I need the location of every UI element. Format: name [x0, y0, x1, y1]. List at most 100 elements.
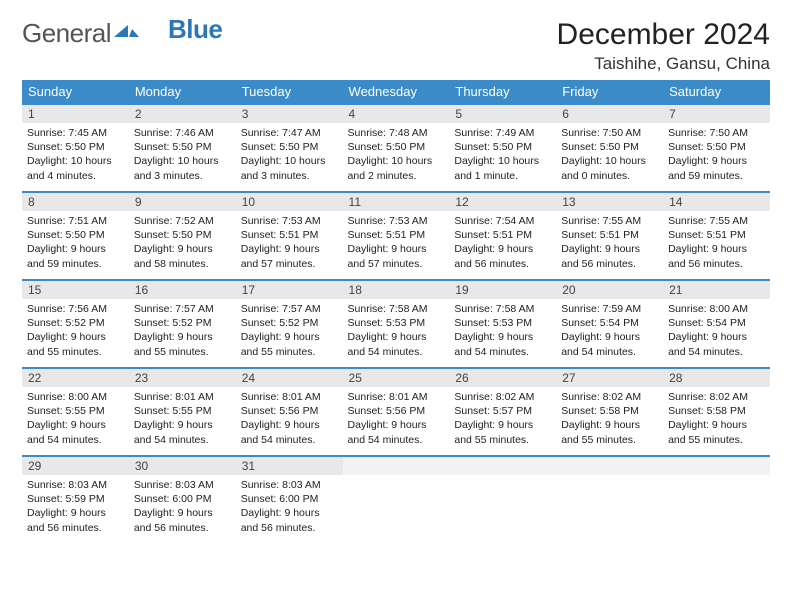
- day-info: Sunrise: 7:54 AMSunset: 5:51 PMDaylight:…: [449, 211, 556, 275]
- day-info: Sunrise: 7:48 AMSunset: 5:50 PMDaylight:…: [343, 123, 450, 187]
- sunrise-line: Sunrise: 8:02 AM: [668, 390, 765, 404]
- sunset-line: Sunset: 5:51 PM: [454, 228, 551, 242]
- sunset-line: Sunset: 5:50 PM: [27, 228, 124, 242]
- sunrise-line: Sunrise: 8:02 AM: [454, 390, 551, 404]
- sunset-line: Sunset: 6:00 PM: [241, 492, 338, 506]
- day-number-empty: [449, 457, 556, 475]
- day-number-empty: [343, 457, 450, 475]
- weekday-header: Saturday: [663, 80, 770, 104]
- day-info: Sunrise: 8:02 AMSunset: 5:58 PMDaylight:…: [556, 387, 663, 451]
- calendar-cell: 13Sunrise: 7:55 AMSunset: 5:51 PMDayligh…: [556, 192, 663, 280]
- sunrise-line: Sunrise: 7:53 AM: [348, 214, 445, 228]
- calendar-cell: 23Sunrise: 8:01 AMSunset: 5:55 PMDayligh…: [129, 368, 236, 456]
- day-info: Sunrise: 7:50 AMSunset: 5:50 PMDaylight:…: [663, 123, 770, 187]
- weekday-header: Thursday: [449, 80, 556, 104]
- calendar-cell: [556, 456, 663, 544]
- day-number: 5: [449, 105, 556, 123]
- day-number: 19: [449, 281, 556, 299]
- day-number: 12: [449, 193, 556, 211]
- sunset-line: Sunset: 5:59 PM: [27, 492, 124, 506]
- calendar-cell: 1 Sunrise: 7:45 AMSunset: 5:50 PMDaylight…: [22, 104, 129, 192]
- sunrise-line: Sunrise: 8:02 AM: [561, 390, 658, 404]
- day-info: Sunrise: 7:50 AMSunset: 5:50 PMDaylight:…: [556, 123, 663, 187]
- day-info: Sunrise: 7:47 AMSunset: 5:50 PMDaylight:…: [236, 123, 343, 187]
- weekday-header: Tuesday: [236, 80, 343, 104]
- calendar-cell: 8Sunrise: 7:51 AMSunset: 5:50 PMDaylight…: [22, 192, 129, 280]
- daylight-line: Daylight: 9 hours and 57 minutes.: [348, 242, 445, 270]
- sunset-line: Sunset: 5:50 PM: [241, 140, 338, 154]
- daylight-line: Daylight: 10 hours and 1 minute.: [454, 154, 551, 182]
- day-number: 30: [129, 457, 236, 475]
- daylight-line: Daylight: 9 hours and 58 minutes.: [134, 242, 231, 270]
- day-info: Sunrise: 8:00 AMSunset: 5:55 PMDaylight:…: [22, 387, 129, 451]
- day-info: Sunrise: 7:57 AMSunset: 5:52 PMDaylight:…: [129, 299, 236, 363]
- daylight-line: Daylight: 9 hours and 55 minutes.: [454, 418, 551, 446]
- calendar-cell: 4Sunrise: 7:48 AMSunset: 5:50 PMDaylight…: [343, 104, 450, 192]
- calendar-cell: 17Sunrise: 7:57 AMSunset: 5:52 PMDayligh…: [236, 280, 343, 368]
- day-info: Sunrise: 7:46 AMSunset: 5:50 PMDaylight:…: [129, 123, 236, 187]
- day-number: 20: [556, 281, 663, 299]
- day-info: Sunrise: 8:03 AMSunset: 6:00 PMDaylight:…: [236, 475, 343, 539]
- day-info: Sunrise: 7:58 AMSunset: 5:53 PMDaylight:…: [343, 299, 450, 363]
- calendar-cell: 5Sunrise: 7:49 AMSunset: 5:50 PMDaylight…: [449, 104, 556, 192]
- calendar-cell: 19Sunrise: 7:58 AMSunset: 5:53 PMDayligh…: [449, 280, 556, 368]
- sunrise-line: Sunrise: 7:57 AM: [241, 302, 338, 316]
- logo-text-1: General: [22, 18, 111, 49]
- daylight-line: Daylight: 9 hours and 59 minutes.: [668, 154, 765, 182]
- calendar-cell: 7Sunrise: 7:50 AMSunset: 5:50 PMDaylight…: [663, 104, 770, 192]
- day-info: Sunrise: 8:01 AMSunset: 5:56 PMDaylight:…: [343, 387, 450, 451]
- sunset-line: Sunset: 5:50 PM: [27, 140, 124, 154]
- day-number: 4: [343, 105, 450, 123]
- calendar-cell: 10Sunrise: 7:53 AMSunset: 5:51 PMDayligh…: [236, 192, 343, 280]
- day-info: Sunrise: 8:02 AMSunset: 5:58 PMDaylight:…: [663, 387, 770, 451]
- sunset-line: Sunset: 6:00 PM: [134, 492, 231, 506]
- daylight-line: Daylight: 9 hours and 56 minutes.: [668, 242, 765, 270]
- sunset-line: Sunset: 5:53 PM: [348, 316, 445, 330]
- daylight-line: Daylight: 9 hours and 55 minutes.: [134, 330, 231, 358]
- day-number: 6: [556, 105, 663, 123]
- calendar-cell: 28Sunrise: 8:02 AMSunset: 5:58 PMDayligh…: [663, 368, 770, 456]
- day-info: Sunrise: 8:02 AMSunset: 5:57 PMDaylight:…: [449, 387, 556, 451]
- sunrise-line: Sunrise: 7:53 AM: [241, 214, 338, 228]
- day-number: 1: [22, 105, 129, 123]
- calendar-cell: 26Sunrise: 8:02 AMSunset: 5:57 PMDayligh…: [449, 368, 556, 456]
- sunrise-line: Sunrise: 7:50 AM: [561, 126, 658, 140]
- daylight-line: Daylight: 9 hours and 54 minutes.: [241, 418, 338, 446]
- sunrise-line: Sunrise: 7:45 AM: [27, 126, 124, 140]
- day-info: Sunrise: 7:55 AMSunset: 5:51 PMDaylight:…: [556, 211, 663, 275]
- sunset-line: Sunset: 5:50 PM: [454, 140, 551, 154]
- day-info: Sunrise: 7:58 AMSunset: 5:53 PMDaylight:…: [449, 299, 556, 363]
- day-number: 21: [663, 281, 770, 299]
- daylight-line: Daylight: 10 hours and 4 minutes.: [27, 154, 124, 182]
- sunset-line: Sunset: 5:57 PM: [454, 404, 551, 418]
- daylight-line: Daylight: 9 hours and 55 minutes.: [27, 330, 124, 358]
- calendar-cell: 2Sunrise: 7:46 AMSunset: 5:50 PMDaylight…: [129, 104, 236, 192]
- calendar-cell: [449, 456, 556, 544]
- day-info: Sunrise: 8:03 AMSunset: 6:00 PMDaylight:…: [129, 475, 236, 539]
- calendar-cell: 22Sunrise: 8:00 AMSunset: 5:55 PMDayligh…: [22, 368, 129, 456]
- weekday-header: Friday: [556, 80, 663, 104]
- calendar-cell: 3Sunrise: 7:47 AMSunset: 5:50 PMDaylight…: [236, 104, 343, 192]
- day-info: Sunrise: 8:01 AMSunset: 5:55 PMDaylight:…: [129, 387, 236, 451]
- sunset-line: Sunset: 5:55 PM: [134, 404, 231, 418]
- day-info: Sunrise: 7:55 AMSunset: 5:51 PMDaylight:…: [663, 211, 770, 275]
- daylight-line: Daylight: 9 hours and 54 minutes.: [454, 330, 551, 358]
- day-number: 23: [129, 369, 236, 387]
- sunrise-line: Sunrise: 7:47 AM: [241, 126, 338, 140]
- day-info: Sunrise: 8:03 AMSunset: 5:59 PMDaylight:…: [22, 475, 129, 539]
- daylight-line: Daylight: 9 hours and 55 minutes.: [561, 418, 658, 446]
- day-info: Sunrise: 7:53 AMSunset: 5:51 PMDaylight:…: [236, 211, 343, 275]
- sunrise-line: Sunrise: 8:01 AM: [348, 390, 445, 404]
- daylight-line: Daylight: 9 hours and 56 minutes.: [241, 506, 338, 534]
- sunrise-line: Sunrise: 7:46 AM: [134, 126, 231, 140]
- day-number: 29: [22, 457, 129, 475]
- sunset-line: Sunset: 5:50 PM: [134, 228, 231, 242]
- calendar-cell: 6Sunrise: 7:50 AMSunset: 5:50 PMDaylight…: [556, 104, 663, 192]
- sunrise-line: Sunrise: 8:01 AM: [241, 390, 338, 404]
- daylight-line: Daylight: 9 hours and 55 minutes.: [241, 330, 338, 358]
- sunset-line: Sunset: 5:58 PM: [561, 404, 658, 418]
- day-number: 7: [663, 105, 770, 123]
- day-number: 9: [129, 193, 236, 211]
- calendar-body: 1Sunrise: 7:45 AMSunset: 5:50 PMDaylight…: [22, 104, 770, 544]
- daylight-line: Daylight: 9 hours and 56 minutes.: [561, 242, 658, 270]
